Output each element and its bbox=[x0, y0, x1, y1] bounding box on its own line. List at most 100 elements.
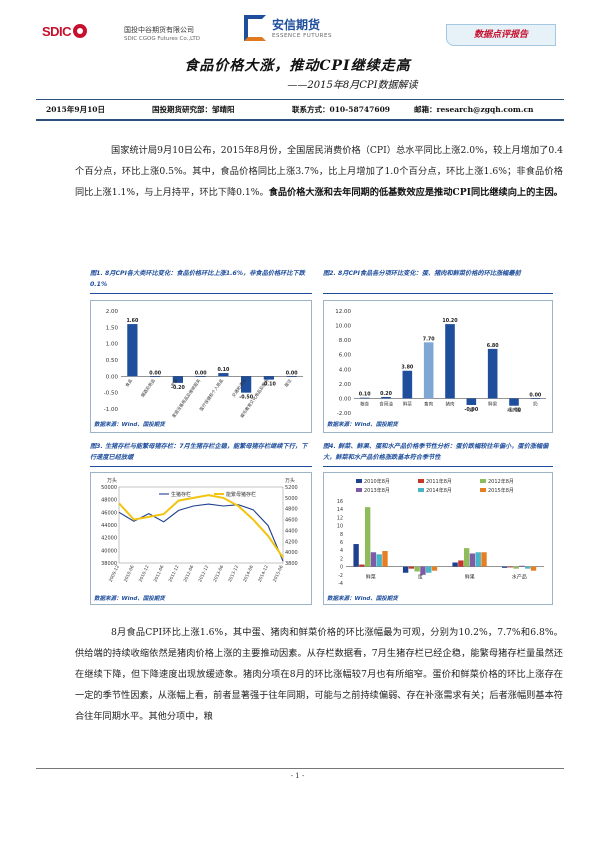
y-tick-left: 42000 bbox=[101, 536, 117, 542]
y-tick-label: 10.00 bbox=[335, 324, 351, 330]
page-subtitle: ——2015年8月CPI数据解读 bbox=[287, 80, 418, 91]
y-tick-label: 0 bbox=[340, 565, 343, 571]
bar bbox=[423, 342, 434, 399]
legend-label: 2012年8月 bbox=[488, 478, 514, 485]
legend-label: 能繁母猪存栏 bbox=[226, 491, 256, 498]
x-tick-label: 畜肉 bbox=[424, 400, 433, 407]
data-label: -0.90 bbox=[464, 407, 478, 413]
x-tick-label: 居住 bbox=[283, 377, 294, 389]
x-tick-label: 猪肉 bbox=[446, 400, 455, 407]
fig2-svg: 12.00 10.00 8.00 6.00 4.00 2.00 0.00 -2.00 0.10 粮… bbox=[335, 309, 546, 417]
y-tick-label: 1.00 bbox=[106, 342, 119, 348]
fig3-rule bbox=[90, 466, 312, 467]
data-label: 0.00 bbox=[149, 370, 161, 376]
bar bbox=[463, 548, 470, 567]
bar bbox=[402, 566, 409, 573]
x-tick-label: 医疗保健和个人用品 bbox=[198, 377, 225, 412]
y-tick-right: 3800 bbox=[285, 561, 298, 567]
essence-name-en: ESSENCE FUTURES bbox=[272, 33, 332, 39]
data-label: 0.20 bbox=[380, 391, 392, 397]
footer-rule bbox=[36, 768, 564, 769]
data-label: 0.00 bbox=[195, 370, 207, 376]
y-tick-label: 0.00 bbox=[106, 374, 119, 380]
bar bbox=[445, 324, 455, 399]
x-tick-label: 奶 bbox=[533, 400, 538, 407]
bar bbox=[172, 376, 183, 383]
fig4-svg: 16 14 12 10 8 6 4 2 0 -2 -4 鲜菜 蛋 鲜果 水产品 2010年8月 2011年8月 2… bbox=[337, 478, 544, 587]
legend-swatch bbox=[418, 488, 424, 492]
data-label: 3.80 bbox=[401, 365, 413, 371]
x-tick-label: 2010-12 bbox=[138, 564, 151, 583]
y-tick-label: 2 bbox=[340, 556, 343, 562]
series-line bbox=[118, 494, 284, 559]
y-tick-label: -2 bbox=[338, 573, 343, 579]
y-axis-right-unit: 万头 bbox=[285, 477, 295, 484]
researcher: 国投期货研究部：邹靖阳 bbox=[152, 105, 235, 114]
data-label: -1.00 bbox=[507, 408, 521, 414]
data-label: 6.80 bbox=[487, 343, 499, 349]
y-tick-right: 4600 bbox=[285, 518, 298, 524]
plot-frame bbox=[118, 486, 284, 564]
fig1-rule bbox=[90, 293, 312, 294]
fig3-source: 数据来源：Wind、国投期货 bbox=[94, 596, 165, 602]
x-tick-label: 鲜果 bbox=[465, 574, 475, 581]
bar bbox=[501, 566, 508, 568]
data-label: 0.10 bbox=[359, 392, 371, 398]
bar bbox=[359, 564, 365, 567]
bar bbox=[195, 376, 206, 377]
bar bbox=[376, 554, 382, 567]
fig1-svg: 2.00 1.50 1.00 0.50 0.00 -0.50 -1.00 1.60 食品 0.00… bbox=[104, 309, 303, 419]
bar bbox=[370, 552, 377, 567]
bar bbox=[487, 348, 498, 399]
legend-swatch bbox=[480, 479, 486, 483]
bar bbox=[452, 562, 458, 567]
bar bbox=[150, 376, 161, 377]
fig2-chart: 12.00 10.00 8.00 6.00 4.00 2.00 0.00 -2.00 0.10 粮… bbox=[323, 300, 553, 433]
y-tick-right: 4000 bbox=[285, 550, 298, 556]
fig3-svg: 万头 万头500004800046000440004200040000380005… bbox=[101, 477, 298, 583]
fig2-rule bbox=[323, 293, 553, 294]
x-tick-label: 2011-06 bbox=[153, 564, 166, 583]
y-tick-left: 38000 bbox=[101, 561, 117, 567]
x-tick-label: 2013-06 bbox=[212, 564, 225, 583]
x-tick-label: 鲜菜 bbox=[366, 574, 376, 581]
x-tick-label: 水产品 bbox=[512, 574, 527, 581]
bar bbox=[530, 566, 537, 571]
y-axis-left-unit: 万头 bbox=[107, 477, 117, 484]
x-tick-label: 衣着 bbox=[169, 377, 180, 388]
legend-label: 2014年8月 bbox=[426, 487, 452, 494]
y-tick-left: 44000 bbox=[101, 523, 117, 529]
bar bbox=[359, 397, 370, 399]
bar bbox=[382, 551, 388, 567]
y-tick-label: 0.00 bbox=[339, 396, 352, 402]
fig4-source: 数据来源：Wind、国投期货 bbox=[327, 596, 398, 602]
y-tick-left: 50000 bbox=[101, 485, 117, 491]
legend-label: 2015年8月 bbox=[488, 487, 514, 494]
legend-swatch bbox=[418, 479, 424, 483]
data-label: 0.00 bbox=[286, 370, 298, 376]
bar bbox=[426, 566, 432, 573]
bar bbox=[353, 544, 359, 567]
fig3-chart: 万头 万头 50000 48000 46000 44000 42000 40000 38000 5… bbox=[90, 472, 312, 605]
sdic-logo-icon bbox=[73, 24, 88, 38]
x-tick-label: 2014-12 bbox=[257, 564, 270, 583]
data-label: -0.50 bbox=[239, 395, 253, 401]
bar bbox=[364, 507, 371, 567]
fig2-source: 数据来源：Wind、国投期货 bbox=[327, 422, 398, 428]
y-tick-right: 5200 bbox=[285, 485, 298, 491]
bar bbox=[525, 566, 531, 569]
y-tick-label: -2.00 bbox=[337, 411, 352, 417]
bar bbox=[420, 566, 426, 575]
x-tick-label: 水产品 bbox=[507, 406, 521, 413]
x-tick-label: 食品 bbox=[123, 377, 134, 388]
data-label: 1.60 bbox=[126, 318, 138, 324]
x-tick-label: 2010-06 bbox=[123, 564, 136, 583]
legend-swatch bbox=[480, 488, 486, 492]
data-label: 7.70 bbox=[423, 336, 435, 342]
y-tick-label: -4 bbox=[338, 581, 343, 587]
report-date: 2015年9月10日 bbox=[46, 105, 106, 114]
fig4-chart: 16 14 12 10 8 6 4 2 0 -2 -4 鲜菜 蛋 鲜果 水产品 2010年8月 2011年8月 2… bbox=[323, 472, 553, 605]
y-tick-left: 48000 bbox=[101, 498, 117, 504]
bar bbox=[530, 398, 541, 400]
y-tick-right: 4400 bbox=[285, 528, 298, 534]
